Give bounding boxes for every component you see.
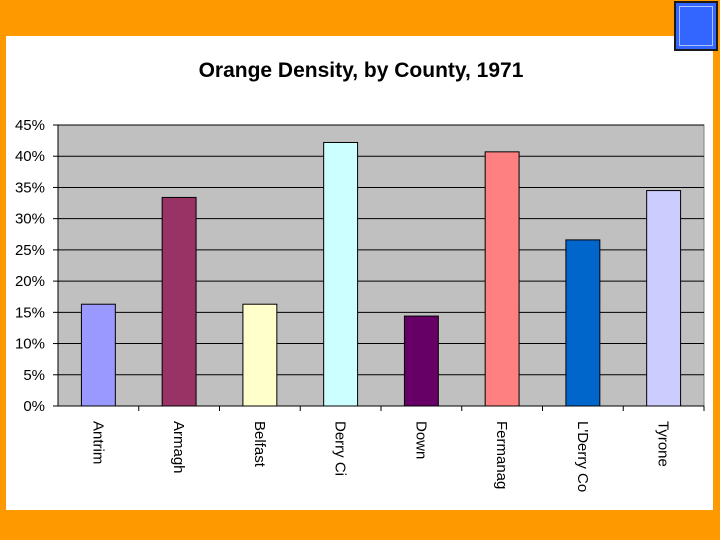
- y-tick-label: 25%: [15, 242, 45, 259]
- y-tick-label: 20%: [15, 273, 45, 290]
- plot-area: [57, 124, 705, 407]
- y-tick-label: 15%: [15, 304, 45, 321]
- bar-antrim: [80, 303, 116, 407]
- x-axis-ticks: Antrim Armagh Belfast Derry Ci Down Fermanag L…: [58, 405, 705, 492]
- bar-derry-ci: [323, 141, 359, 407]
- y-tick-label: 30%: [15, 211, 45, 228]
- bar-tyrone: [646, 190, 682, 407]
- x-tick-label: L'Derry Co: [574, 421, 591, 492]
- x-tick-label: Tyrone: [655, 421, 672, 467]
- y-tick-label: 45%: [15, 117, 45, 134]
- x-tick-label: Derry Ci: [332, 421, 349, 476]
- bar-belfast: [242, 303, 278, 407]
- bar-armagh: [161, 196, 197, 407]
- bars: [80, 141, 682, 407]
- x-tick-label: Belfast: [251, 421, 268, 468]
- y-tick-label: 5%: [23, 367, 45, 384]
- bar-down: [403, 315, 439, 407]
- x-tick-label: Antrim: [89, 421, 106, 464]
- y-tick-label: 40%: [15, 148, 45, 165]
- y-axis-ticks: 0% 5% 10% 15% 20% 25% 30% 35% 40% 45%: [15, 117, 59, 415]
- x-tick-label: Armagh: [170, 421, 187, 474]
- bar-fermanag: [484, 151, 520, 407]
- corner-square-icon: [674, 1, 718, 51]
- bar-l-derry-co: [565, 239, 601, 407]
- y-tick-label: 0%: [23, 398, 45, 415]
- chart-title: Orange Density, by County, 1971: [199, 59, 524, 82]
- x-tick-label: Down: [412, 421, 429, 459]
- y-tick-label: 35%: [15, 179, 45, 196]
- x-tick-label: Fermanag: [493, 421, 510, 489]
- y-tick-label: 10%: [15, 336, 45, 353]
